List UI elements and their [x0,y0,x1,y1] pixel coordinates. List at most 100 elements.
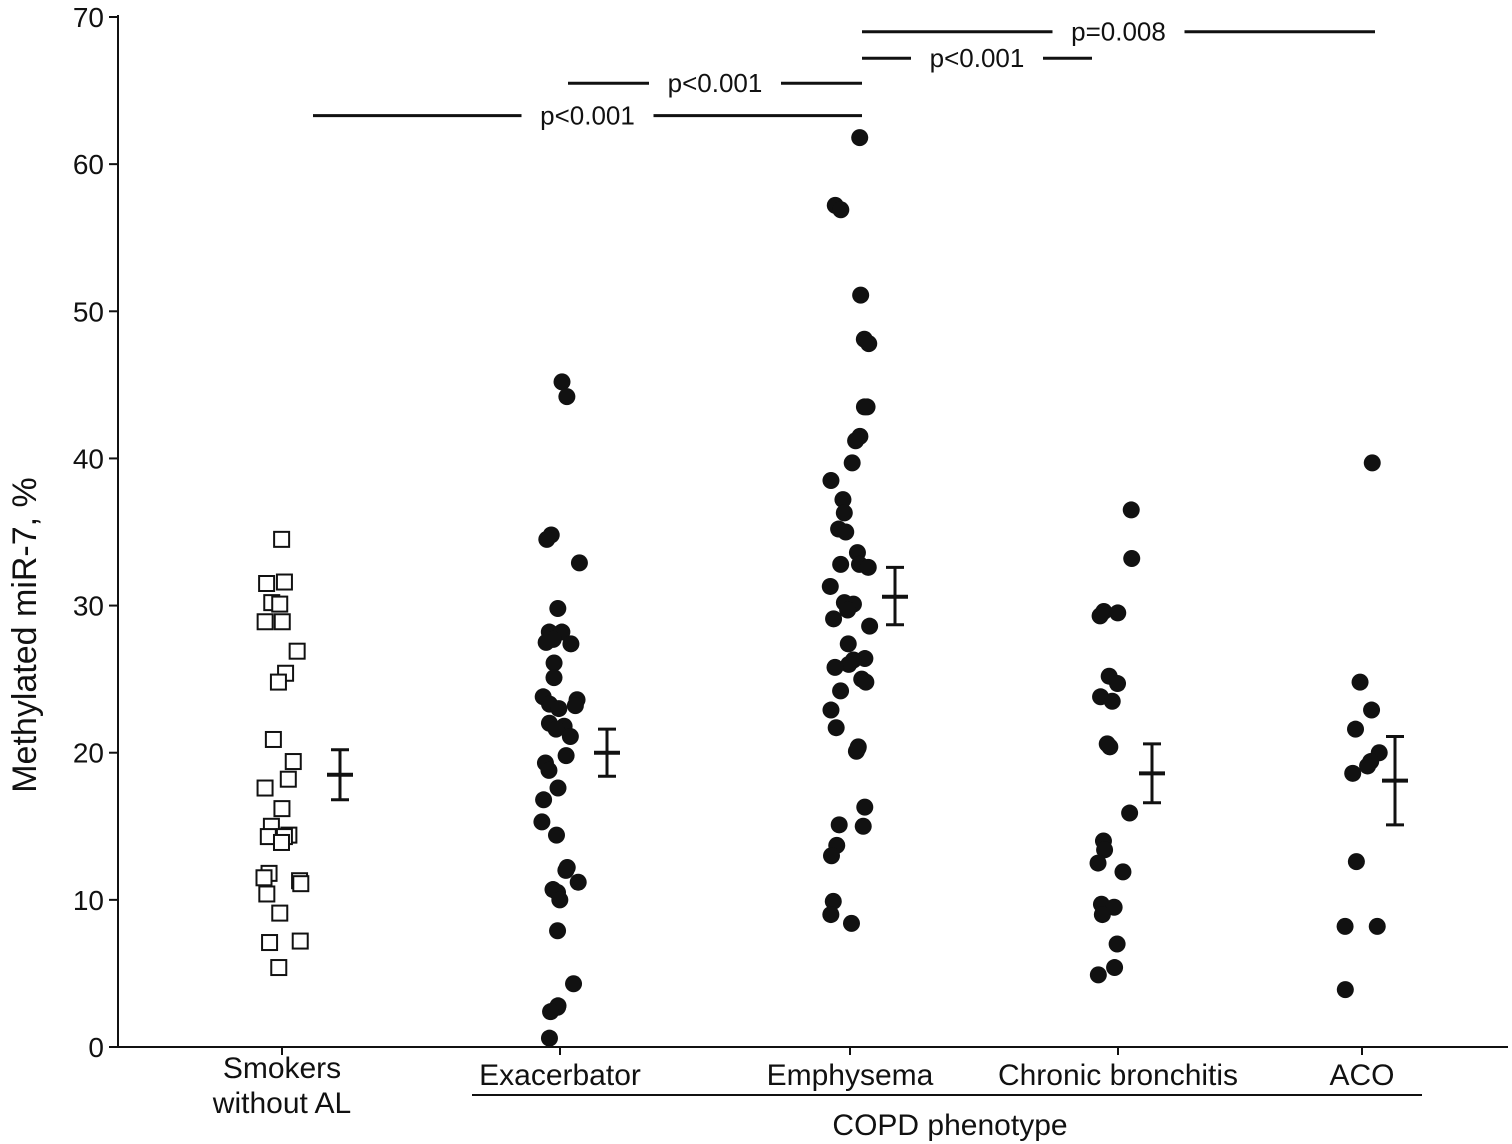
p-value-label: p<0.001 [668,68,763,98]
data-point-circle [545,669,563,687]
data-point-circle [550,700,568,718]
data-point-square [272,833,290,851]
data-point-circle [537,633,555,651]
data-point-circle [830,816,848,834]
data-point-circle [1096,841,1114,859]
data-point-square [279,770,297,788]
data-point-circle [857,673,875,691]
data-point-circle [549,600,567,618]
p-value-label: p<0.001 [930,43,1025,73]
data-point-circle [1368,917,1386,935]
data-point-circle [557,747,575,765]
data-point-circle [834,491,852,509]
data-point-circle [1109,675,1127,693]
data-point-square [284,753,302,771]
data-point-circle [1363,701,1381,719]
y-axis-label: Methylated miR-7, % [6,477,44,793]
data-point-circle [854,817,872,835]
data-point-circle [570,554,588,572]
data-point-circle [832,682,850,700]
data-point-circle [861,617,879,635]
x-category-label-line: Exacerbator [479,1059,641,1092]
data-point-circle [1122,501,1140,519]
data-point-square [292,875,310,893]
data-point-circle [540,1029,558,1047]
data-point-circle [832,201,850,219]
data-point-circle [545,654,563,672]
data-point-circle [822,472,840,489]
data-point-circle [547,826,565,844]
data-point-circle [551,891,569,909]
data-point-circle [837,523,855,541]
data-point-circle [1108,935,1126,953]
data-point-circle [569,873,587,891]
data-point-square [271,904,289,922]
data-point-square [271,595,289,613]
data-point-circle [557,861,575,879]
data-point-circle [860,335,878,353]
data-point-circle [827,719,845,737]
data-point-circle [561,728,579,746]
y-tick-label: 60 [73,149,104,180]
data-point-circle [540,761,558,779]
x-category-label: Smokers without AL [212,1052,351,1120]
data-point-circle [824,892,842,910]
data-point-circle [1347,853,1365,871]
data-point-circle [547,720,565,738]
data-points [255,129,1388,1047]
significance-annotations: p<0.001 p<0.001 p<0.001 p=0.008 [313,17,1375,131]
x-category-label: Exacerbator [479,1059,641,1092]
data-point-circle [1121,804,1139,822]
data-point-square [273,530,291,548]
data-point-square [256,613,274,631]
data-point-square [273,800,291,818]
data-point-circle [1114,863,1132,881]
y-tick-label: 10 [73,885,104,916]
data-point-circle [1363,454,1381,472]
data-point-square [270,959,288,977]
data-point-circle [542,1003,560,1021]
data-point-square [273,613,291,631]
data-point-square [275,573,293,591]
data-point-circle [825,610,843,628]
data-point-circle [821,577,839,595]
data-point-square [256,779,274,797]
y-tick-label: 0 [88,1032,104,1063]
p-value-label: p<0.001 [540,101,635,131]
data-point-circle [839,635,857,653]
data-point-circle [1089,966,1107,984]
data-point-circle [832,555,850,573]
data-point-circle [822,906,840,924]
data-point-circle [562,635,580,653]
data-point-circle [822,847,840,865]
data-point-circle [1093,906,1111,924]
y-tick-label: 40 [73,443,104,474]
data-point-square [258,575,276,592]
data-point-circle [1351,673,1369,691]
data-point-circle [535,791,553,809]
x-category-label: Chronic bronchitis [998,1059,1238,1092]
data-point-circle [822,701,840,719]
data-point-circle [859,558,877,576]
data-point-circle [553,373,571,391]
data-point-circle [826,658,844,676]
data-point-circle [1344,764,1362,782]
data-point-circle [566,697,584,715]
mean-error-bars [327,565,1408,827]
data-point-circle [549,779,567,797]
data-point-circle [1336,981,1354,999]
data-point-circle [538,530,556,548]
data-point-circle [1091,607,1109,625]
data-point-circle [840,655,858,673]
x-category-label-line: Chronic bronchitis [998,1059,1238,1092]
data-point-circle [1106,959,1124,977]
data-point-circle [533,813,551,831]
x-category-label-line: Emphysema [767,1059,934,1092]
data-point-circle [842,914,860,932]
data-point-circle [1336,917,1354,935]
p-value-label: p=0.008 [1071,17,1166,47]
data-point-circle [839,601,857,619]
data-point-square [264,730,282,748]
data-point-circle [558,388,576,406]
category-labels: Smokers without AL Exacerbator Emphysema Chr… [212,1052,1422,1142]
